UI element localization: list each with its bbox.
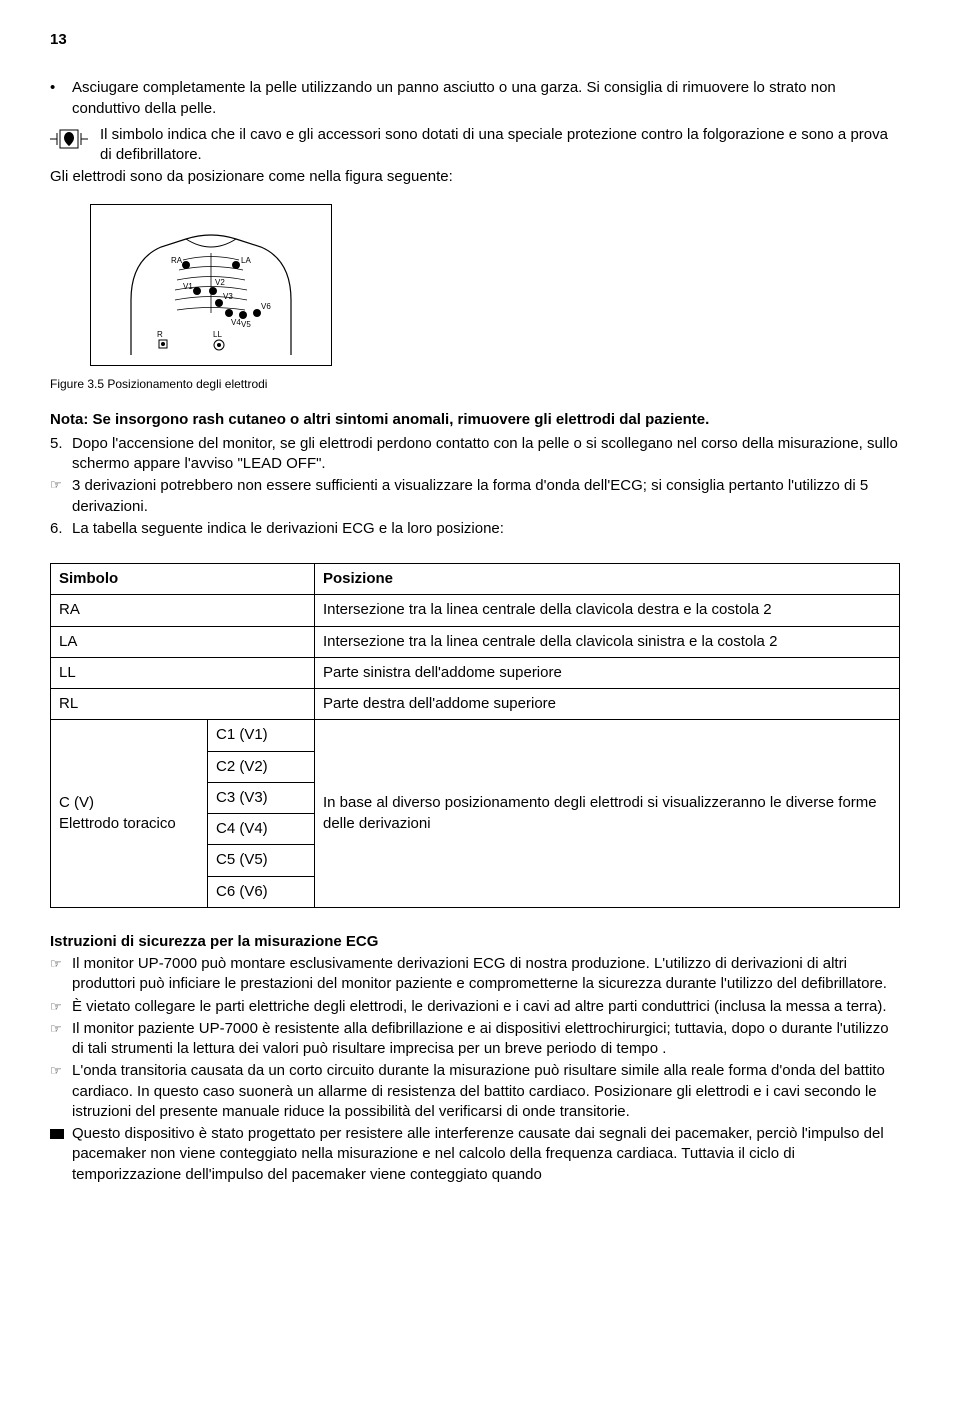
table-cell: LA xyxy=(51,626,315,657)
svg-text:V5: V5 xyxy=(241,320,251,329)
defibrillation-proof-icon xyxy=(50,125,100,157)
numbered-item-6: 6. La tabella seguente indica le derivaz… xyxy=(50,519,900,539)
hand-icon: ☞ xyxy=(50,1061,72,1122)
table-row: LL Parte sinistra dell'addome superiore xyxy=(51,657,900,688)
safety-text: Il monitor paziente UP-7000 è resistente… xyxy=(72,1019,900,1060)
marker-item-derivations: ☞ 3 derivazioni potrebbero non essere su… xyxy=(50,476,900,517)
hand-icon: ☞ xyxy=(50,1019,72,1060)
electrode-intro: Gli elettrodi sono da posizionare come n… xyxy=(50,167,900,187)
item-number: 6. xyxy=(50,519,72,539)
hand-icon: ☞ xyxy=(50,476,72,517)
svg-text:RA: RA xyxy=(171,256,183,265)
item-text: Dopo l'accensione del monitor, se gli el… xyxy=(72,434,900,475)
safety-item: ☞ Il monitor paziente UP-7000 è resisten… xyxy=(50,1019,900,1060)
bullet-text: Asciugare completamente la pelle utilizz… xyxy=(72,78,900,119)
symbol-paragraph: Il simbolo indica che il cavo e gli acce… xyxy=(50,125,900,166)
svg-text:R: R xyxy=(157,330,163,339)
table-row: LA Intersezione tra la linea centrale de… xyxy=(51,626,900,657)
svg-text:V1: V1 xyxy=(183,282,193,291)
table-cell: Intersezione tra la linea centrale della… xyxy=(315,595,900,626)
svg-text:V6: V6 xyxy=(261,302,271,311)
svg-text:V3: V3 xyxy=(223,292,233,301)
electrode-diagram-wrap: RA LA V1 V2 V3 V4 V5 V6 R LL xyxy=(50,204,900,366)
item-text: La tabella seguente indica le derivazion… xyxy=(72,519,504,539)
table-row: RL Parte destra dell'addome superiore xyxy=(51,689,900,720)
table-row: RA Intersezione tra la linea centrale de… xyxy=(51,595,900,626)
safety-item: ☞ È vietato collegare le parti elettrich… xyxy=(50,997,900,1017)
table-cell: C2 (V2) xyxy=(208,751,315,782)
bullet-marker: • xyxy=(50,78,72,119)
safety-item-blackbox: Questo dispositivo è stato progettato pe… xyxy=(50,1124,900,1185)
table-cell: Intersezione tra la linea centrale della… xyxy=(315,626,900,657)
bullet-item: • Asciugare completamente la pelle utili… xyxy=(50,78,900,119)
safety-text: Il monitor UP-7000 può montare esclusiva… xyxy=(72,954,900,995)
table-cell: C5 (V5) xyxy=(208,845,315,876)
item-number: 5. xyxy=(50,434,72,475)
safety-heading: Istruzioni di sicurezza per la misurazio… xyxy=(50,932,900,952)
safety-item: ☞ Il monitor UP-7000 può montare esclusi… xyxy=(50,954,900,995)
figure-caption: Figure 3.5 Posizionamento degli elettrod… xyxy=(50,376,900,392)
svg-text:V2: V2 xyxy=(215,278,225,287)
table-row: C (V) Elettrodo toracico C1 (V1) In base… xyxy=(51,720,900,751)
page-number: 13 xyxy=(50,30,900,50)
svg-text:V4: V4 xyxy=(231,318,241,327)
table-cell-cv: C (V) Elettrodo toracico xyxy=(51,720,208,908)
table-cell: RL xyxy=(51,689,315,720)
table-header-position: Posizione xyxy=(315,564,900,595)
table-cell: C1 (V1) xyxy=(208,720,315,751)
svg-text:LL: LL xyxy=(213,330,222,339)
table-cell: RA xyxy=(51,595,315,626)
lead-position-table: Simbolo Posizione RA Intersezione tra la… xyxy=(50,563,900,908)
table-cell: C3 (V3) xyxy=(208,782,315,813)
safety-item: ☞ L'onda transitoria causata da un corto… xyxy=(50,1061,900,1122)
note-line: Nota: Se insorgono rash cutaneo o altri … xyxy=(50,410,900,430)
torso-diagram: RA LA V1 V2 V3 V4 V5 V6 R LL xyxy=(90,204,332,366)
hand-icon: ☞ xyxy=(50,997,72,1017)
safety-text: L'onda transitoria causata da un corto c… xyxy=(72,1061,900,1122)
svg-text:LA: LA xyxy=(241,256,251,265)
table-cell: LL xyxy=(51,657,315,688)
hand-icon: ☞ xyxy=(50,954,72,995)
black-box-icon xyxy=(50,1124,72,1185)
numbered-item-5: 5. Dopo l'accensione del monitor, se gli… xyxy=(50,434,900,475)
symbol-text: Il simbolo indica che il cavo e gli acce… xyxy=(100,125,900,166)
table-cell-cv-pos: In base al diverso posizionamento degli … xyxy=(315,720,900,908)
safety-text: È vietato collegare le parti elettriche … xyxy=(72,997,887,1017)
table-header-symbol: Simbolo xyxy=(51,564,315,595)
table-cell: Parte destra dell'addome superiore xyxy=(315,689,900,720)
table-cell: Parte sinistra dell'addome superiore xyxy=(315,657,900,688)
table-cell: C4 (V4) xyxy=(208,814,315,845)
table-cell: C6 (V6) xyxy=(208,876,315,907)
safety-text: Questo dispositivo è stato progettato pe… xyxy=(72,1124,900,1185)
marker-text: 3 derivazioni potrebbero non essere suff… xyxy=(72,476,900,517)
